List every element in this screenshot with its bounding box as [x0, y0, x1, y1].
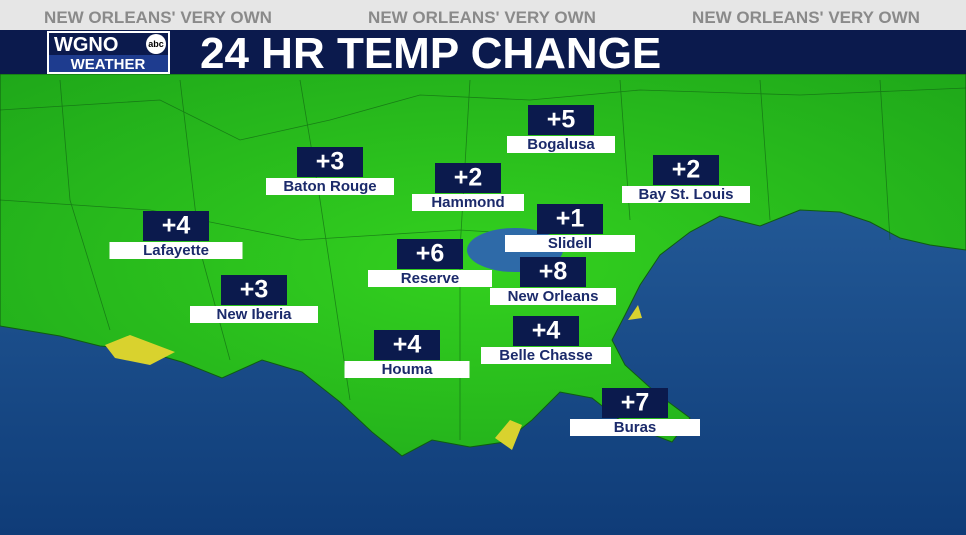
logo-bottom — [49, 55, 168, 72]
temp-change: +6 — [416, 240, 445, 268]
temp-change: +2 — [672, 156, 701, 184]
label-box — [344, 361, 470, 378]
tagline: NEW ORLEANS' VERY OWN — [368, 8, 596, 27]
tagline: NEW ORLEANS' VERY OWN — [44, 8, 272, 27]
tagline-band — [0, 0, 966, 30]
label-box — [190, 306, 318, 323]
temp-change: +2 — [454, 164, 483, 192]
title: 24 HR TEMP CHANGE — [200, 29, 661, 78]
label-box — [109, 242, 243, 259]
city-name: Bogalusa — [527, 136, 595, 153]
city-name: Houma — [382, 361, 433, 378]
label-box — [622, 186, 750, 203]
label-box — [266, 178, 394, 195]
city-name: New Orleans — [508, 288, 599, 305]
value-box — [513, 316, 579, 346]
city-name: Slidell — [548, 235, 592, 252]
city-name: Reserve — [401, 270, 459, 287]
temp-change: +3 — [240, 276, 269, 304]
city-name: Baton Rouge — [283, 178, 376, 195]
label-box — [481, 347, 611, 364]
temp-change: +4 — [162, 212, 191, 240]
label-box — [505, 235, 635, 252]
value-box — [221, 275, 287, 305]
value-box — [602, 388, 668, 418]
city-name: Buras — [614, 419, 657, 436]
value-box — [297, 147, 363, 177]
logo-station: WGNO — [54, 34, 118, 56]
value-box — [653, 155, 719, 185]
temp-change: +4 — [393, 331, 422, 359]
temp-change: +1 — [556, 205, 585, 233]
temp-change: +4 — [532, 317, 561, 345]
city-name: Belle Chasse — [499, 347, 592, 364]
city-name: New Iberia — [216, 306, 292, 323]
value-box — [435, 163, 501, 193]
temp-change: +3 — [316, 148, 345, 176]
label-box — [570, 419, 700, 436]
temp-change: +5 — [547, 106, 576, 134]
logo-subtitle: WEATHER — [71, 56, 146, 73]
city-name: Lafayette — [143, 242, 209, 259]
temp-change: +7 — [621, 389, 650, 417]
patch — [628, 305, 642, 320]
value-box — [537, 204, 603, 234]
logo-circle — [146, 34, 166, 54]
value-box — [397, 239, 463, 269]
patch — [105, 335, 175, 365]
logo-top — [49, 33, 168, 55]
value-box — [143, 211, 209, 241]
city-name: Hammond — [431, 194, 504, 211]
label-box — [368, 270, 492, 287]
tagline: NEW ORLEANS' VERY OWN — [692, 8, 920, 27]
value-box — [528, 105, 594, 135]
city-name: Bay St. Louis — [638, 186, 733, 203]
label-box — [490, 288, 616, 305]
value-box — [520, 257, 586, 287]
value-box — [374, 330, 440, 360]
temp-change: +8 — [539, 258, 568, 286]
label-box — [412, 194, 524, 211]
label-box — [507, 136, 615, 153]
patch — [495, 420, 522, 450]
logo-network: abc — [148, 39, 164, 49]
